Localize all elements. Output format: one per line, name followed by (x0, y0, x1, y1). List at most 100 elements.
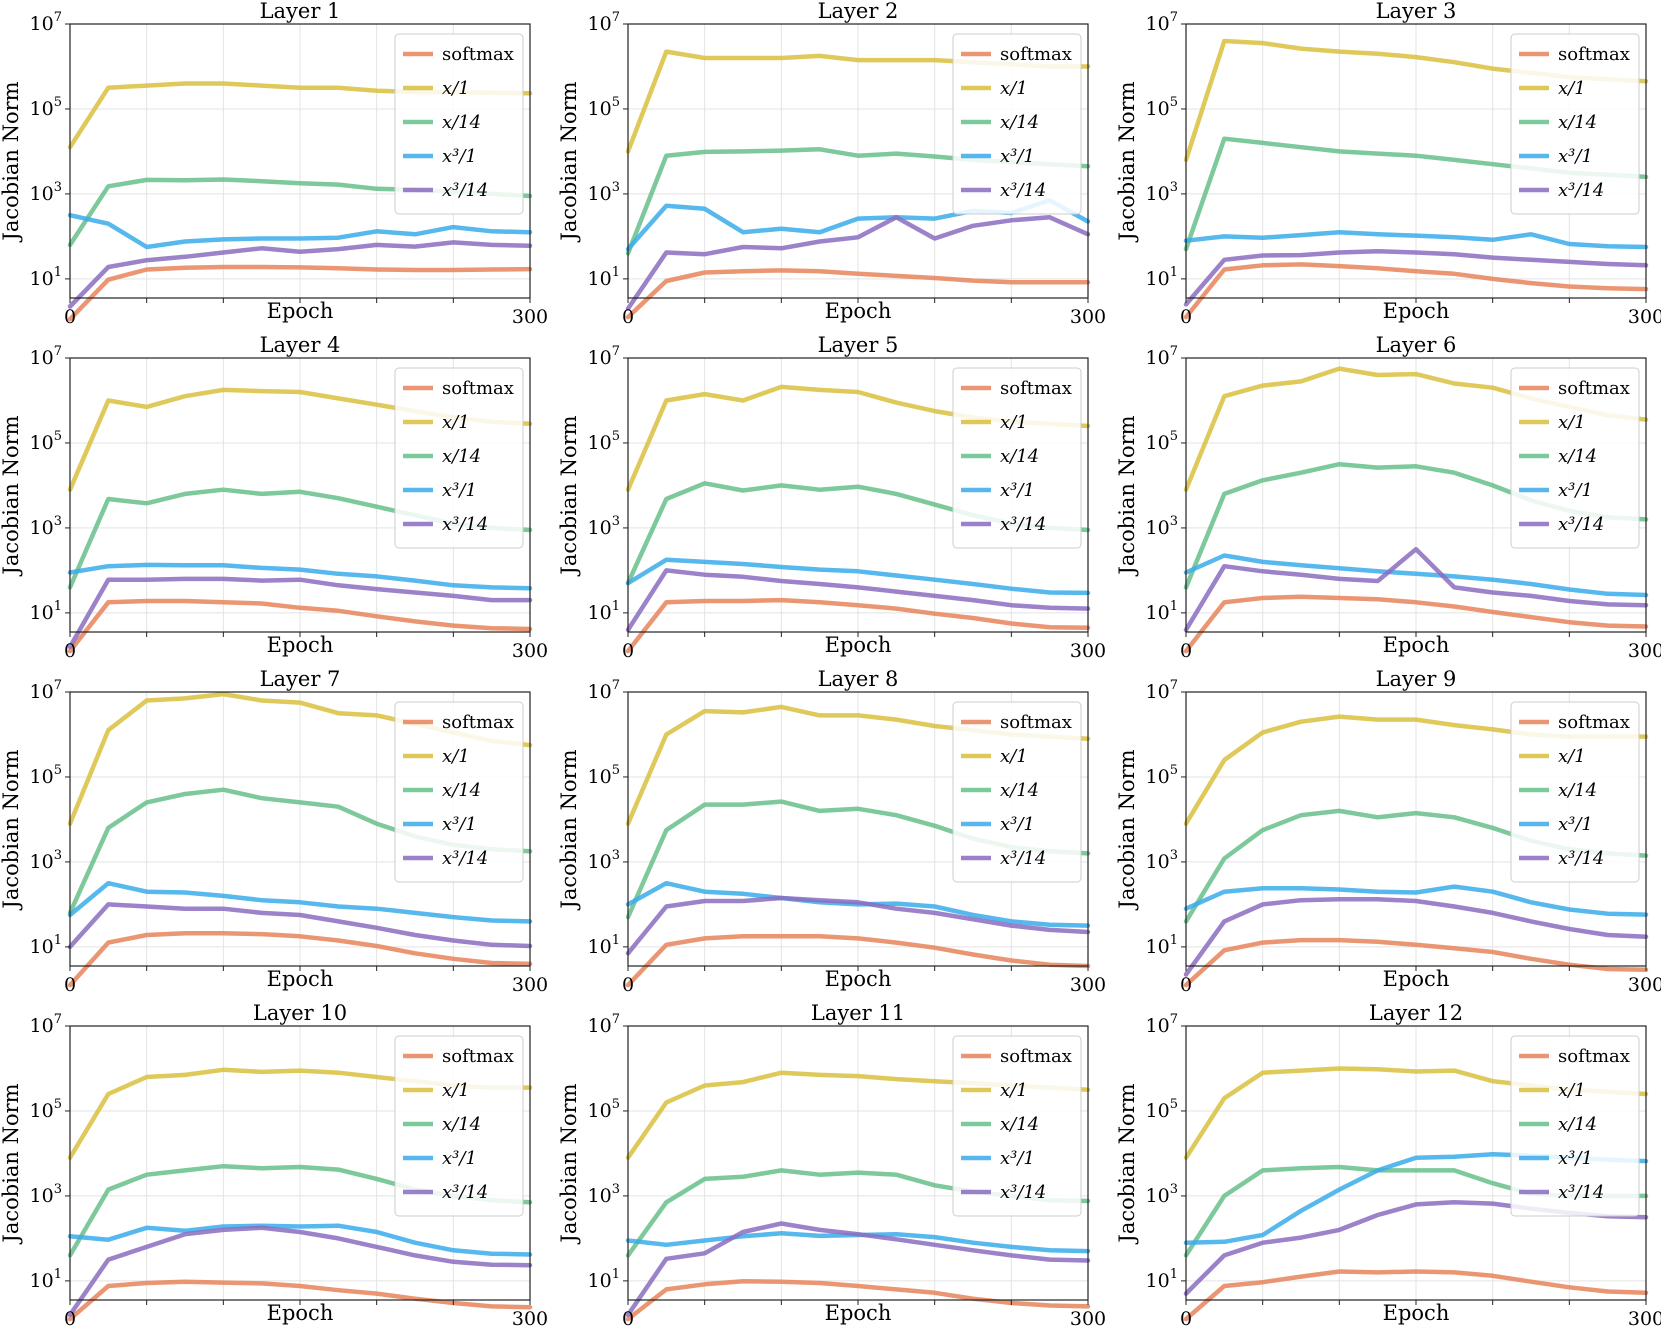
series-line-softmax (67, 598, 533, 654)
chart-title: Layer 10 (253, 1001, 347, 1025)
legend: softmax x/1 x/14 x³/1 x³/14 (952, 33, 1082, 215)
y-tick-label: 101 (1146, 933, 1178, 958)
y-tick-label: 103 (30, 848, 62, 873)
y-tick-label: 107 (588, 10, 620, 35)
y-axis-label: Jacobian Norm (1115, 749, 1139, 910)
series-line-x-14 (625, 568, 1091, 633)
y-axis-label: Jacobian Norm (557, 1083, 581, 1244)
chart-panel-6: 0 300 101 103 105 107 Layer 6 Epoch Jacobian Nor… (1115, 333, 1661, 662)
series-line-x-14 (1183, 546, 1649, 633)
legend: softmax x/1 x/14 x³/1 x³/14 (394, 1035, 524, 1217)
chart-panel-8: 0 300 101 103 105 107 Layer 8 Epoch Jacobian Nor… (557, 667, 1106, 996)
y-tick-label: 103 (588, 1182, 620, 1207)
y-tick-label: 101 (588, 599, 620, 624)
legend-label-x314: x³/14 (1000, 180, 1046, 201)
series-line-softmax (67, 264, 533, 322)
legend-box (952, 1035, 1082, 1217)
y-tick-label: 107 (30, 10, 62, 35)
legend: softmax x/1 x/14 x³/1 x³/14 (1510, 701, 1640, 883)
y-axis-label: Jacobian Norm (557, 415, 581, 576)
legend-label-softmax: softmax (1558, 378, 1630, 399)
x-tick-label: 300 (1628, 640, 1661, 662)
x-tick-label: 300 (1070, 306, 1106, 328)
y-tick-label: 101 (30, 1267, 62, 1292)
legend-label-x31: x³/1 (1000, 1148, 1035, 1169)
legend-box (1510, 701, 1640, 883)
legend: softmax x/1 x/14 x³/1 x³/14 (1510, 367, 1640, 549)
x-tick-label: 300 (512, 974, 548, 996)
legend-label-x314: x³/14 (1558, 848, 1604, 869)
chart-panel-3: 0 300 101 103 105 107 Layer 3 Epoch Jacobian Nor… (1115, 0, 1661, 328)
series-line-x-14 (67, 576, 533, 650)
y-tick-label: 103 (1146, 848, 1178, 873)
legend-label-x14: x/14 (442, 112, 481, 133)
legend-label-x31: x³/1 (1558, 1148, 1593, 1169)
legend-label-x314: x³/14 (442, 180, 488, 201)
x-tick-label: 300 (512, 306, 548, 328)
chart-title: Layer 11 (811, 1001, 905, 1025)
x-tick-label: 0 (64, 974, 76, 996)
y-axis-label: Jacobian Norm (0, 415, 23, 576)
y-tick-label: 103 (1146, 514, 1178, 539)
series-line-softmax (625, 268, 1091, 320)
x-axis-label: Epoch (267, 633, 334, 657)
chart-title: Layer 3 (1376, 0, 1457, 23)
series-line-x-1 (1183, 229, 1649, 250)
legend-label-softmax: softmax (1000, 1046, 1072, 1067)
legend-label-x1: x/1 (442, 78, 470, 99)
y-tick-label: 101 (1146, 599, 1178, 624)
series-line-x-14 (625, 1221, 1091, 1318)
y-tick-label: 105 (588, 763, 620, 788)
y-tick-label: 103 (30, 1182, 62, 1207)
legend-box (394, 33, 524, 215)
legend-label-x1: x/1 (1558, 78, 1586, 99)
legend-label-x14: x/14 (442, 446, 481, 467)
x-tick-label: 0 (622, 640, 634, 662)
legend-label-x314: x³/14 (1000, 848, 1046, 869)
series-line-softmax (1183, 594, 1649, 654)
x-tick-label: 0 (622, 1308, 634, 1327)
chart-panel-10: 0 300 101 103 105 107 Layer 10 Epoch Jacobian No… (0, 1001, 548, 1327)
legend-label-softmax: softmax (1000, 44, 1072, 65)
x-tick-label: 0 (64, 640, 76, 662)
legend-label-x14: x/14 (1558, 112, 1597, 133)
y-tick-label: 101 (30, 599, 62, 624)
y-tick-label: 101 (588, 265, 620, 290)
y-tick-label: 101 (588, 933, 620, 958)
legend-label-x314: x³/14 (442, 848, 488, 869)
legend-label-x31: x³/1 (1558, 480, 1593, 501)
x-axis-label: Epoch (1383, 967, 1450, 991)
chart-title: Layer 6 (1376, 333, 1457, 357)
y-tick-label: 103 (588, 848, 620, 873)
legend-label-x314: x³/14 (1558, 180, 1604, 201)
y-tick-label: 103 (1146, 180, 1178, 205)
y-tick-label: 105 (30, 95, 62, 120)
chart-title: Layer 1 (260, 0, 341, 23)
y-tick-label: 103 (1146, 1182, 1178, 1207)
chart-panel-4: 0 300 101 103 105 107 Layer 4 Epoch Jacobian Nor… (0, 333, 548, 662)
legend-box (952, 33, 1082, 215)
series-line-x-1 (625, 557, 1091, 596)
chart-title: Layer 5 (818, 333, 899, 357)
series-line-softmax (67, 931, 533, 988)
series-line-x-1 (67, 562, 533, 591)
x-axis-label: Epoch (267, 299, 334, 323)
chart-title: Layer 2 (818, 0, 899, 23)
legend-label-x314: x³/14 (1000, 514, 1046, 535)
legend-label-x14: x/14 (1558, 446, 1597, 467)
chart-panel-1: 0 300 101 103 105 107 Layer 1 Epoch Jacobian Nor… (0, 0, 548, 328)
legend-label-softmax: softmax (442, 44, 514, 65)
legend-label-x1: x/1 (1558, 412, 1586, 433)
y-tick-label: 107 (1146, 10, 1178, 35)
y-tick-label: 101 (588, 1267, 620, 1292)
series-line-x-14 (67, 1225, 533, 1318)
y-axis-label: Jacobian Norm (1115, 1083, 1139, 1244)
x-axis-label: Epoch (1383, 299, 1450, 323)
legend-box (1510, 367, 1640, 549)
legend-label-x14: x/14 (1558, 1114, 1597, 1135)
y-tick-label: 107 (588, 678, 620, 703)
x-axis-label: Epoch (825, 299, 892, 323)
legend-label-x31: x³/1 (1558, 146, 1593, 167)
y-axis-label: Jacobian Norm (557, 81, 581, 242)
